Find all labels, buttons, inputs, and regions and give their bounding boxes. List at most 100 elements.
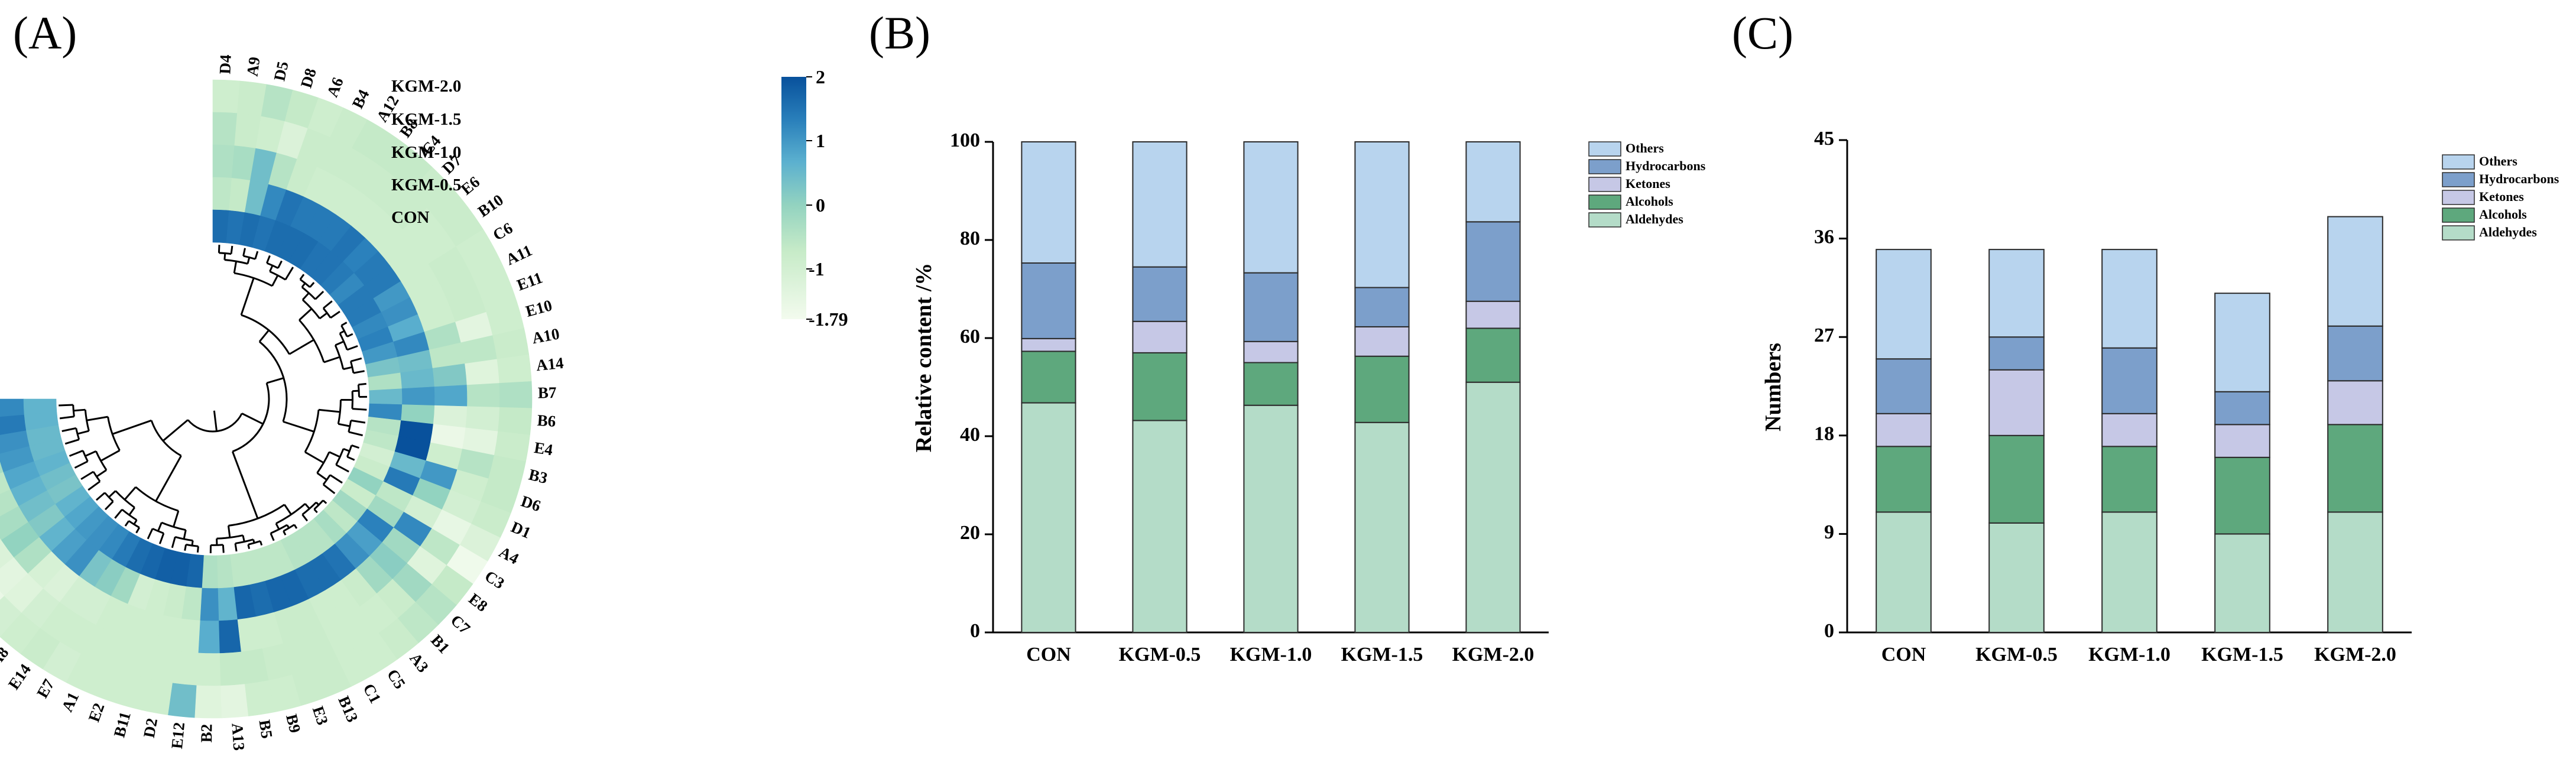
- heatmap-cell: [29, 437, 66, 462]
- legend-c: Others Hydrocarbons Ketones Alcohols Aldehyd…: [2442, 154, 2559, 241]
- bar-segment-others: [2327, 216, 2383, 327]
- heatmap-cell: [172, 650, 199, 686]
- heatmap-cell: [365, 356, 401, 378]
- heatmap-cell: [220, 683, 249, 719]
- column-label: A1: [58, 689, 82, 715]
- dendrogram-branch: [104, 501, 114, 511]
- dendrogram-arc: [269, 270, 286, 281]
- dendrogram-branch: [95, 492, 106, 501]
- dendrogram-branch: [155, 455, 182, 502]
- heatmap-cell: [194, 684, 222, 719]
- dendrogram-arc: [346, 444, 353, 457]
- dendrogram-branch: [318, 408, 340, 413]
- bar-segment-others: [2214, 293, 2270, 392]
- column-label: B10: [475, 191, 507, 220]
- dendrogram-branch: [183, 530, 187, 540]
- bar-segment-ketones: [2101, 413, 2158, 447]
- heatmap-cell: [288, 233, 319, 270]
- x-tick-label: KGM-2.0: [1452, 644, 1534, 666]
- heatmap-cell: [125, 538, 153, 574]
- column-label: D2: [140, 717, 161, 739]
- column-label: E4: [533, 439, 554, 459]
- legend-label: Ketones: [2479, 189, 2524, 204]
- bar-segment-alcohols: [1354, 355, 1410, 423]
- heatmap-cell: [40, 462, 76, 491]
- colorbar-min-label: -1.79: [809, 309, 848, 330]
- dendrogram-branch: [343, 447, 350, 452]
- bar-segment-hydrocarbons: [1132, 266, 1188, 322]
- dendrogram-branch: [329, 451, 340, 458]
- dendrogram-arc: [187, 413, 243, 433]
- column-label: A11: [503, 241, 534, 268]
- dendrogram-arc: [128, 520, 140, 528]
- column-label: B11: [111, 710, 134, 739]
- y-tick-label: 100: [950, 129, 980, 151]
- bar-segment-aldehydes: [2327, 511, 2383, 634]
- dendrogram-branch: [86, 416, 108, 421]
- column-label: D8: [297, 66, 320, 90]
- bar-segment-aldehydes: [1876, 511, 1932, 634]
- heatmap-cell: [400, 404, 435, 424]
- heatmap-cell: [329, 272, 365, 306]
- column-label: E10: [524, 296, 554, 320]
- heatmap-cell: [217, 554, 235, 589]
- y-tick-label: 0: [1824, 620, 1834, 642]
- colorbar-tick-label: -1: [809, 258, 825, 280]
- dendrogram-branch: [266, 255, 271, 264]
- column-label: E2: [85, 700, 108, 724]
- bar-segment-alcohols: [1988, 434, 2045, 524]
- bar-segment-others: [1243, 141, 1299, 274]
- dendrogram-branch: [59, 416, 74, 420]
- column-label: B13: [335, 693, 361, 725]
- bar-segment-ketones: [1132, 320, 1188, 353]
- dendrogram-arc: [313, 499, 324, 510]
- dendrogram-branch: [301, 514, 309, 522]
- heatmap-cell: [280, 533, 309, 570]
- column-label: C6: [490, 219, 516, 244]
- heatmap-cell: [196, 653, 221, 686]
- dendrogram-branch: [275, 522, 280, 530]
- column-label: B5: [255, 719, 275, 740]
- legend-label: Aldehydes: [2479, 225, 2537, 239]
- dendrogram-branch: [241, 413, 264, 425]
- column-label: D6: [519, 492, 543, 515]
- dendrogram-arc: [322, 307, 332, 319]
- dendrogram-branch: [64, 439, 80, 445]
- dendrogram-branch: [304, 451, 325, 464]
- panel-c: (C) Numbers 0 9 18 27 36 45 CON KGM-0.5 KGM-1.0 K…: [1732, 7, 2559, 666]
- heatmap-cell: [34, 450, 70, 477]
- dendrogram-branch: [304, 503, 310, 509]
- dendrogram-branch: [246, 257, 251, 264]
- dendrogram-branch: [284, 504, 292, 515]
- bar-segment-others: [1132, 141, 1188, 268]
- dendrogram-branch: [114, 509, 123, 519]
- dendrogram-arc: [210, 544, 223, 546]
- x-tick-label: KGM-1.5: [2201, 644, 2283, 666]
- dendrogram-branch: [242, 535, 245, 542]
- heatmap-cell: [47, 474, 83, 505]
- heatmap-cell: [359, 442, 395, 467]
- y-tick-label: 27: [1814, 324, 1834, 346]
- row-label: KGM-1.0: [391, 143, 461, 162]
- column-label: D5: [270, 60, 291, 83]
- heatmap-cell: [323, 499, 358, 533]
- dendrogram-branch: [323, 300, 333, 309]
- dendrogram-branch: [135, 527, 141, 534]
- dendrogram-arc: [219, 252, 232, 255]
- dendrogram-arc: [232, 382, 270, 453]
- heatmap-cell: [212, 144, 235, 178]
- heatmap-cell: [219, 651, 245, 686]
- dendrogram-branch: [85, 450, 97, 457]
- heatmap-cell: [230, 552, 250, 588]
- column-label: B2: [197, 724, 215, 743]
- heatmap-cell: [352, 311, 388, 339]
- heatmap-cell: [345, 298, 381, 327]
- x-tick-label: KGM-1.0: [1230, 644, 1312, 666]
- y-tick-label: 60: [960, 326, 980, 348]
- bar-segment-hydrocarbons: [2327, 325, 2383, 382]
- heatmap-cell: [347, 466, 384, 495]
- legend-swatch: [2442, 190, 2475, 205]
- dendrogram-branch: [338, 423, 351, 427]
- dendrogram-branch: [288, 339, 314, 355]
- bar-segment-others: [1021, 141, 1076, 264]
